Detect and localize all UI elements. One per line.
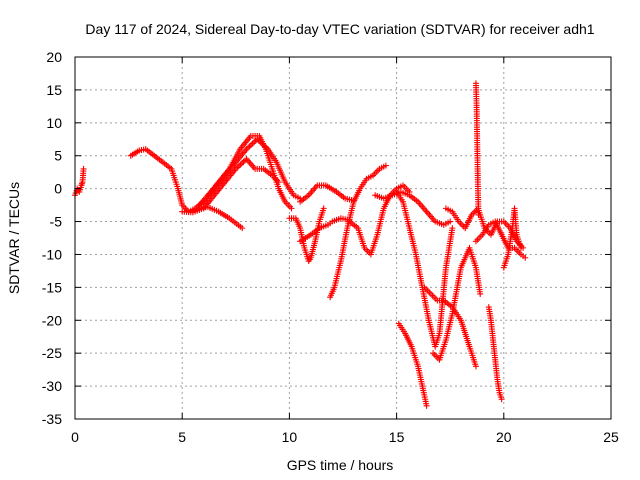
data-point	[472, 363, 479, 370]
data-point	[248, 141, 255, 148]
x-axis-label: GPS time / hours	[287, 457, 394, 473]
plot-frame	[74, 56, 612, 420]
data-point	[517, 244, 524, 251]
y-tick-label: -10	[42, 246, 62, 262]
y-tick-label: -15	[42, 279, 62, 295]
data-point	[498, 396, 505, 403]
y-tick-label: -25	[42, 345, 62, 361]
y-tick-label: 20	[46, 49, 62, 65]
data-point	[449, 225, 456, 232]
grid	[75, 57, 611, 419]
y-tick-label: 5	[54, 148, 62, 164]
x-tick-label: 5	[178, 429, 186, 445]
data-point	[251, 139, 258, 146]
x-tick-label: 20	[496, 429, 512, 445]
data-point	[382, 162, 389, 169]
data-point	[246, 143, 253, 150]
y-tick-label: -30	[42, 378, 62, 394]
data-point	[423, 402, 430, 409]
y-axis-label: SDTVAR / TECUs	[6, 182, 22, 294]
data-point	[477, 290, 484, 297]
data-point	[522, 254, 529, 261]
x-tick-label: 10	[282, 429, 298, 445]
data-point	[240, 158, 247, 165]
y-tick-label: 0	[54, 181, 62, 197]
data-point	[249, 140, 256, 147]
data-point	[80, 165, 87, 172]
data-point	[447, 218, 454, 225]
x-tick-label: 0	[71, 429, 79, 445]
data-point	[245, 144, 252, 151]
y-tick-label: 10	[46, 115, 62, 131]
data-point	[475, 211, 482, 218]
data-point	[288, 205, 295, 212]
y-tick-label: 15	[46, 82, 62, 98]
data-points	[72, 80, 529, 409]
axis-ticks: 0 5 10 15 20 25 20 15 10 5 0 -5 -10 -15 -20 -25 -30 -35	[42, 49, 619, 445]
x-tick-label: 15	[389, 429, 405, 445]
data-point	[320, 205, 327, 212]
x-tick-label: 25	[603, 429, 619, 445]
data-point	[239, 225, 246, 232]
y-tick-label: -35	[42, 411, 62, 427]
chart-title: Day 117 of 2024, Sidereal Day-to-day VTE…	[85, 21, 594, 37]
y-tick-label: -5	[50, 214, 63, 230]
y-tick-label: -20	[42, 312, 62, 328]
